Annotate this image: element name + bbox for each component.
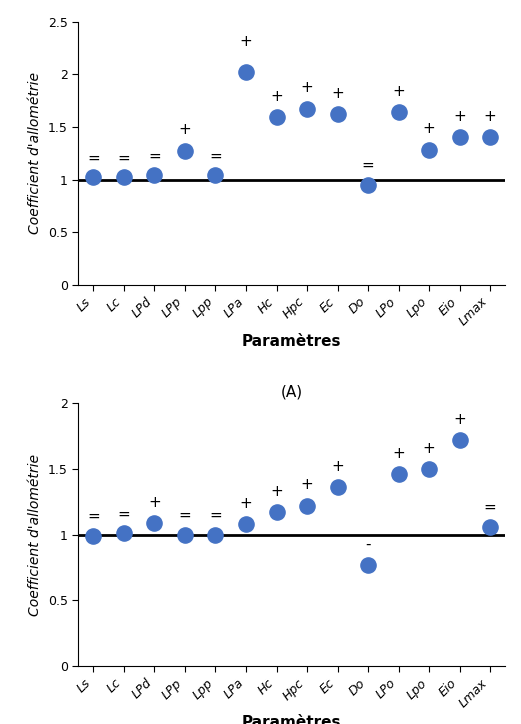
X-axis label: Paramètres: Paramètres bbox=[242, 334, 341, 349]
Text: =: = bbox=[87, 151, 100, 166]
Text: -: - bbox=[365, 536, 371, 552]
Point bbox=[486, 132, 494, 143]
Text: +: + bbox=[331, 459, 344, 474]
Text: +: + bbox=[148, 494, 161, 510]
Text: +: + bbox=[179, 122, 191, 138]
Point bbox=[181, 146, 189, 157]
Point bbox=[455, 132, 464, 143]
Point bbox=[303, 104, 311, 115]
Text: =: = bbox=[118, 151, 130, 166]
Point bbox=[150, 517, 158, 529]
Text: +: + bbox=[392, 83, 405, 98]
Text: +: + bbox=[301, 80, 314, 96]
Text: +: + bbox=[453, 109, 466, 124]
Point bbox=[242, 518, 250, 530]
Text: =: = bbox=[209, 508, 222, 523]
Point bbox=[89, 530, 97, 542]
Text: +: + bbox=[331, 85, 344, 101]
Point bbox=[150, 169, 158, 181]
Point bbox=[394, 468, 403, 480]
Text: =: = bbox=[209, 148, 222, 164]
Text: (A): (A) bbox=[281, 384, 303, 400]
Text: +: + bbox=[453, 412, 466, 426]
Text: =: = bbox=[148, 148, 161, 164]
Point bbox=[425, 144, 433, 156]
Point bbox=[333, 109, 342, 120]
Point bbox=[303, 500, 311, 511]
Text: +: + bbox=[240, 496, 252, 511]
Point bbox=[120, 528, 128, 539]
X-axis label: Paramètres: Paramètres bbox=[242, 715, 341, 724]
Text: +: + bbox=[423, 122, 436, 136]
Point bbox=[272, 111, 281, 123]
Text: +: + bbox=[270, 89, 283, 104]
Point bbox=[242, 67, 250, 78]
Text: +: + bbox=[301, 478, 314, 492]
Point bbox=[181, 529, 189, 540]
Y-axis label: Coefficient d'allométrie: Coefficient d'allométrie bbox=[28, 72, 42, 235]
Point bbox=[425, 463, 433, 475]
Text: =: = bbox=[179, 508, 191, 523]
Text: +: + bbox=[483, 109, 497, 124]
Point bbox=[455, 434, 464, 446]
Text: +: + bbox=[423, 441, 436, 455]
Text: =: = bbox=[118, 506, 130, 521]
Point bbox=[364, 559, 372, 571]
Y-axis label: Coefficient d'allométrie: Coefficient d'allométrie bbox=[28, 453, 42, 615]
Text: +: + bbox=[240, 34, 252, 49]
Point bbox=[212, 529, 220, 540]
Text: =: = bbox=[483, 500, 497, 515]
Text: =: = bbox=[87, 509, 100, 524]
Text: +: + bbox=[270, 484, 283, 499]
Point bbox=[272, 506, 281, 518]
Point bbox=[394, 106, 403, 118]
Text: +: + bbox=[392, 446, 405, 461]
Point bbox=[333, 481, 342, 493]
Point bbox=[89, 172, 97, 183]
Text: =: = bbox=[362, 159, 375, 173]
Point bbox=[212, 169, 220, 181]
Point bbox=[120, 172, 128, 183]
Point bbox=[364, 179, 372, 190]
Point bbox=[486, 521, 494, 532]
